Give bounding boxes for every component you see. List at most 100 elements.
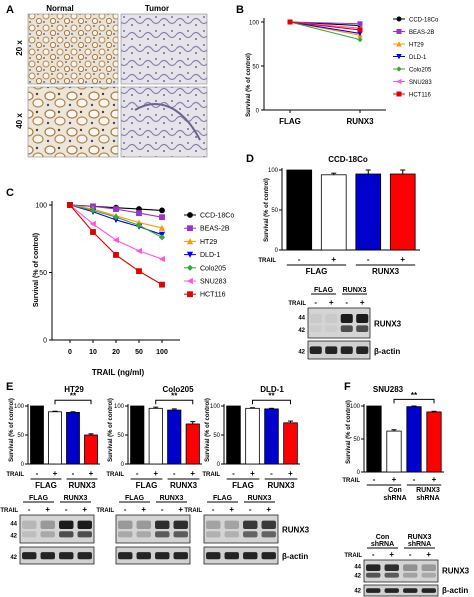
chartF-bar bbox=[426, 411, 442, 473]
tumor-gland-outline bbox=[134, 103, 201, 141]
blot-e2-trail-sign: + bbox=[141, 505, 146, 514]
chartF-trail-sign: + bbox=[392, 475, 397, 484]
chartB-point bbox=[357, 36, 363, 43]
blot-e3-runx3-band bbox=[243, 531, 258, 538]
chartD-trail-sign: - bbox=[298, 255, 301, 264]
blot-d-actin-label: β-actin bbox=[374, 347, 400, 356]
blot-f-runx3-band bbox=[366, 572, 381, 578]
chartE1-ytick-label: 50 bbox=[17, 433, 24, 439]
chartE3-bar bbox=[245, 407, 260, 465]
panel-letter-d: D bbox=[246, 153, 254, 165]
chartE2-trail-sign: - bbox=[173, 469, 176, 478]
chartD-bar bbox=[320, 174, 347, 251]
chartC-xtick-label: 10 bbox=[89, 349, 97, 356]
blot-e2-runx3-band bbox=[173, 520, 188, 529]
chartB-point bbox=[287, 19, 293, 25]
chartE2-ytick-label: 100 bbox=[114, 404, 125, 410]
chart-c-xlabel: TRAIL (ng/ml) bbox=[92, 368, 145, 377]
chartF-trail-label: TRAIL bbox=[342, 478, 360, 484]
chartF-sig-stars: ** bbox=[411, 391, 418, 400]
blot-e1-group-label: RUNX3 bbox=[64, 495, 88, 502]
blot-d-group-label: RUNX3 bbox=[343, 287, 367, 294]
blot-d-trail-sign: - bbox=[314, 298, 317, 307]
chart-d: 0 50 100 - + - + TRAIL FLAG RUNX3 bbox=[258, 168, 420, 276]
blot-f-mw-44: 44 bbox=[354, 564, 361, 570]
chartD-ytick-label: 0 bbox=[275, 248, 279, 254]
chartC-point bbox=[90, 229, 96, 235]
chartE2-bar bbox=[167, 409, 182, 465]
chartC-point bbox=[113, 206, 119, 212]
blot-e3-actin-band bbox=[206, 552, 221, 560]
blot-e1-runx3-band bbox=[22, 520, 37, 529]
blot-d-runx3-band bbox=[356, 325, 369, 332]
chartE3-bar bbox=[226, 405, 241, 465]
blot-f-trail-label: TRAIL bbox=[344, 553, 362, 559]
blot-d-trail-sign: + bbox=[329, 298, 334, 307]
blot-e3-runx3-band bbox=[261, 531, 276, 538]
blot-e3-actin-blot bbox=[203, 546, 279, 565]
blot-e3-actin-band bbox=[261, 552, 276, 560]
chartF-ytick-label: 50 bbox=[353, 437, 360, 443]
chartB-point bbox=[357, 21, 363, 27]
chart-f-ylabel: Survival (% of control) bbox=[346, 400, 352, 464]
blot-e2-actin-band bbox=[155, 552, 170, 560]
blot-e1-mw-42: 42 bbox=[10, 533, 17, 539]
blot-e2-actin-band bbox=[136, 552, 151, 560]
blot-d-actin-band bbox=[356, 346, 369, 354]
blot-e1-mw-42-actin: 42 bbox=[10, 555, 17, 561]
chartC-legend-label: CCD-18Co bbox=[200, 213, 234, 220]
blot-e3-runx3-band bbox=[206, 531, 221, 538]
chartD-group-label: RUNX3 bbox=[372, 267, 400, 276]
blot-f-group-label: shRNA bbox=[408, 541, 431, 548]
blot-f-actin-band bbox=[421, 588, 436, 593]
chartE1-trail-sign: - bbox=[72, 469, 75, 478]
blot-e2-runx3-band bbox=[155, 520, 170, 529]
blot-f-runx3-band bbox=[403, 564, 418, 571]
blot-e1-actin-blot bbox=[19, 546, 95, 565]
chartF-trail-sign: - bbox=[373, 475, 376, 484]
chartE2-ytick-label: 0 bbox=[121, 462, 125, 468]
blot-e1-runx3-band bbox=[22, 531, 37, 538]
histology-tumor-40x bbox=[120, 86, 208, 158]
chart-f-runx3-label: RUNX3 bbox=[416, 487, 440, 494]
blot-f-actin-band bbox=[366, 588, 381, 593]
chartF-ytick-label: 0 bbox=[357, 470, 361, 476]
chartC-legend-marker bbox=[186, 277, 193, 285]
blot-d-actin-band bbox=[309, 346, 322, 354]
chartE1-bar bbox=[84, 434, 98, 465]
chart-e-colo205-title: Colo205 bbox=[162, 385, 194, 394]
blot-d-trail-label: TRAIL bbox=[288, 301, 306, 307]
chartC-point bbox=[112, 214, 120, 221]
blot-e2-trail-sign: - bbox=[161, 505, 164, 514]
chartB-series-line bbox=[289, 21, 361, 25]
chartC-legend-label: BEAS-2B bbox=[200, 226, 230, 233]
chartE1-trail-sign: + bbox=[53, 469, 58, 478]
blot-f-runx3-band bbox=[384, 564, 399, 571]
chart-f: 0 50 100 - + - + TRAIL ** bbox=[342, 391, 444, 486]
chartE1-ytick-label: 0 bbox=[21, 462, 25, 468]
blot-f-actin-band bbox=[403, 588, 418, 593]
chartE1-bar bbox=[30, 405, 44, 465]
panel-letter-e: E bbox=[6, 381, 13, 393]
chartC-xtick-label: 100 bbox=[156, 349, 168, 356]
chartF-bar bbox=[406, 406, 422, 473]
chartF-bar bbox=[366, 405, 382, 473]
blot-e2-runx3-band bbox=[118, 531, 133, 538]
chartC-xtick-label: 20 bbox=[112, 349, 120, 356]
chartE2-trail-sign: + bbox=[153, 469, 158, 478]
blot-e3-runx3-band bbox=[224, 531, 239, 538]
blot-e3-trail-sign: + bbox=[229, 505, 234, 514]
chartF-sig-bracket bbox=[393, 398, 435, 404]
chartB-ytick-label: 100 bbox=[249, 21, 260, 27]
blot-e2-runx3-band bbox=[173, 531, 188, 538]
chartE3-sig-stars: ** bbox=[268, 392, 275, 401]
chartC-ytick-label: 50 bbox=[39, 270, 47, 277]
chartC-ytick-label: 100 bbox=[35, 203, 47, 210]
blot-f-runx3-band bbox=[384, 572, 399, 578]
chartD-trail-sign: + bbox=[400, 255, 405, 264]
blot-e3-group-label: FLAG bbox=[213, 495, 233, 502]
chartB-legend-label: HT29 bbox=[409, 43, 424, 49]
blot-e1-mw-44: 44 bbox=[10, 522, 17, 528]
blot-f-actin-label: β-actin bbox=[442, 586, 468, 595]
blot-e1-trail-sign: - bbox=[65, 505, 68, 514]
